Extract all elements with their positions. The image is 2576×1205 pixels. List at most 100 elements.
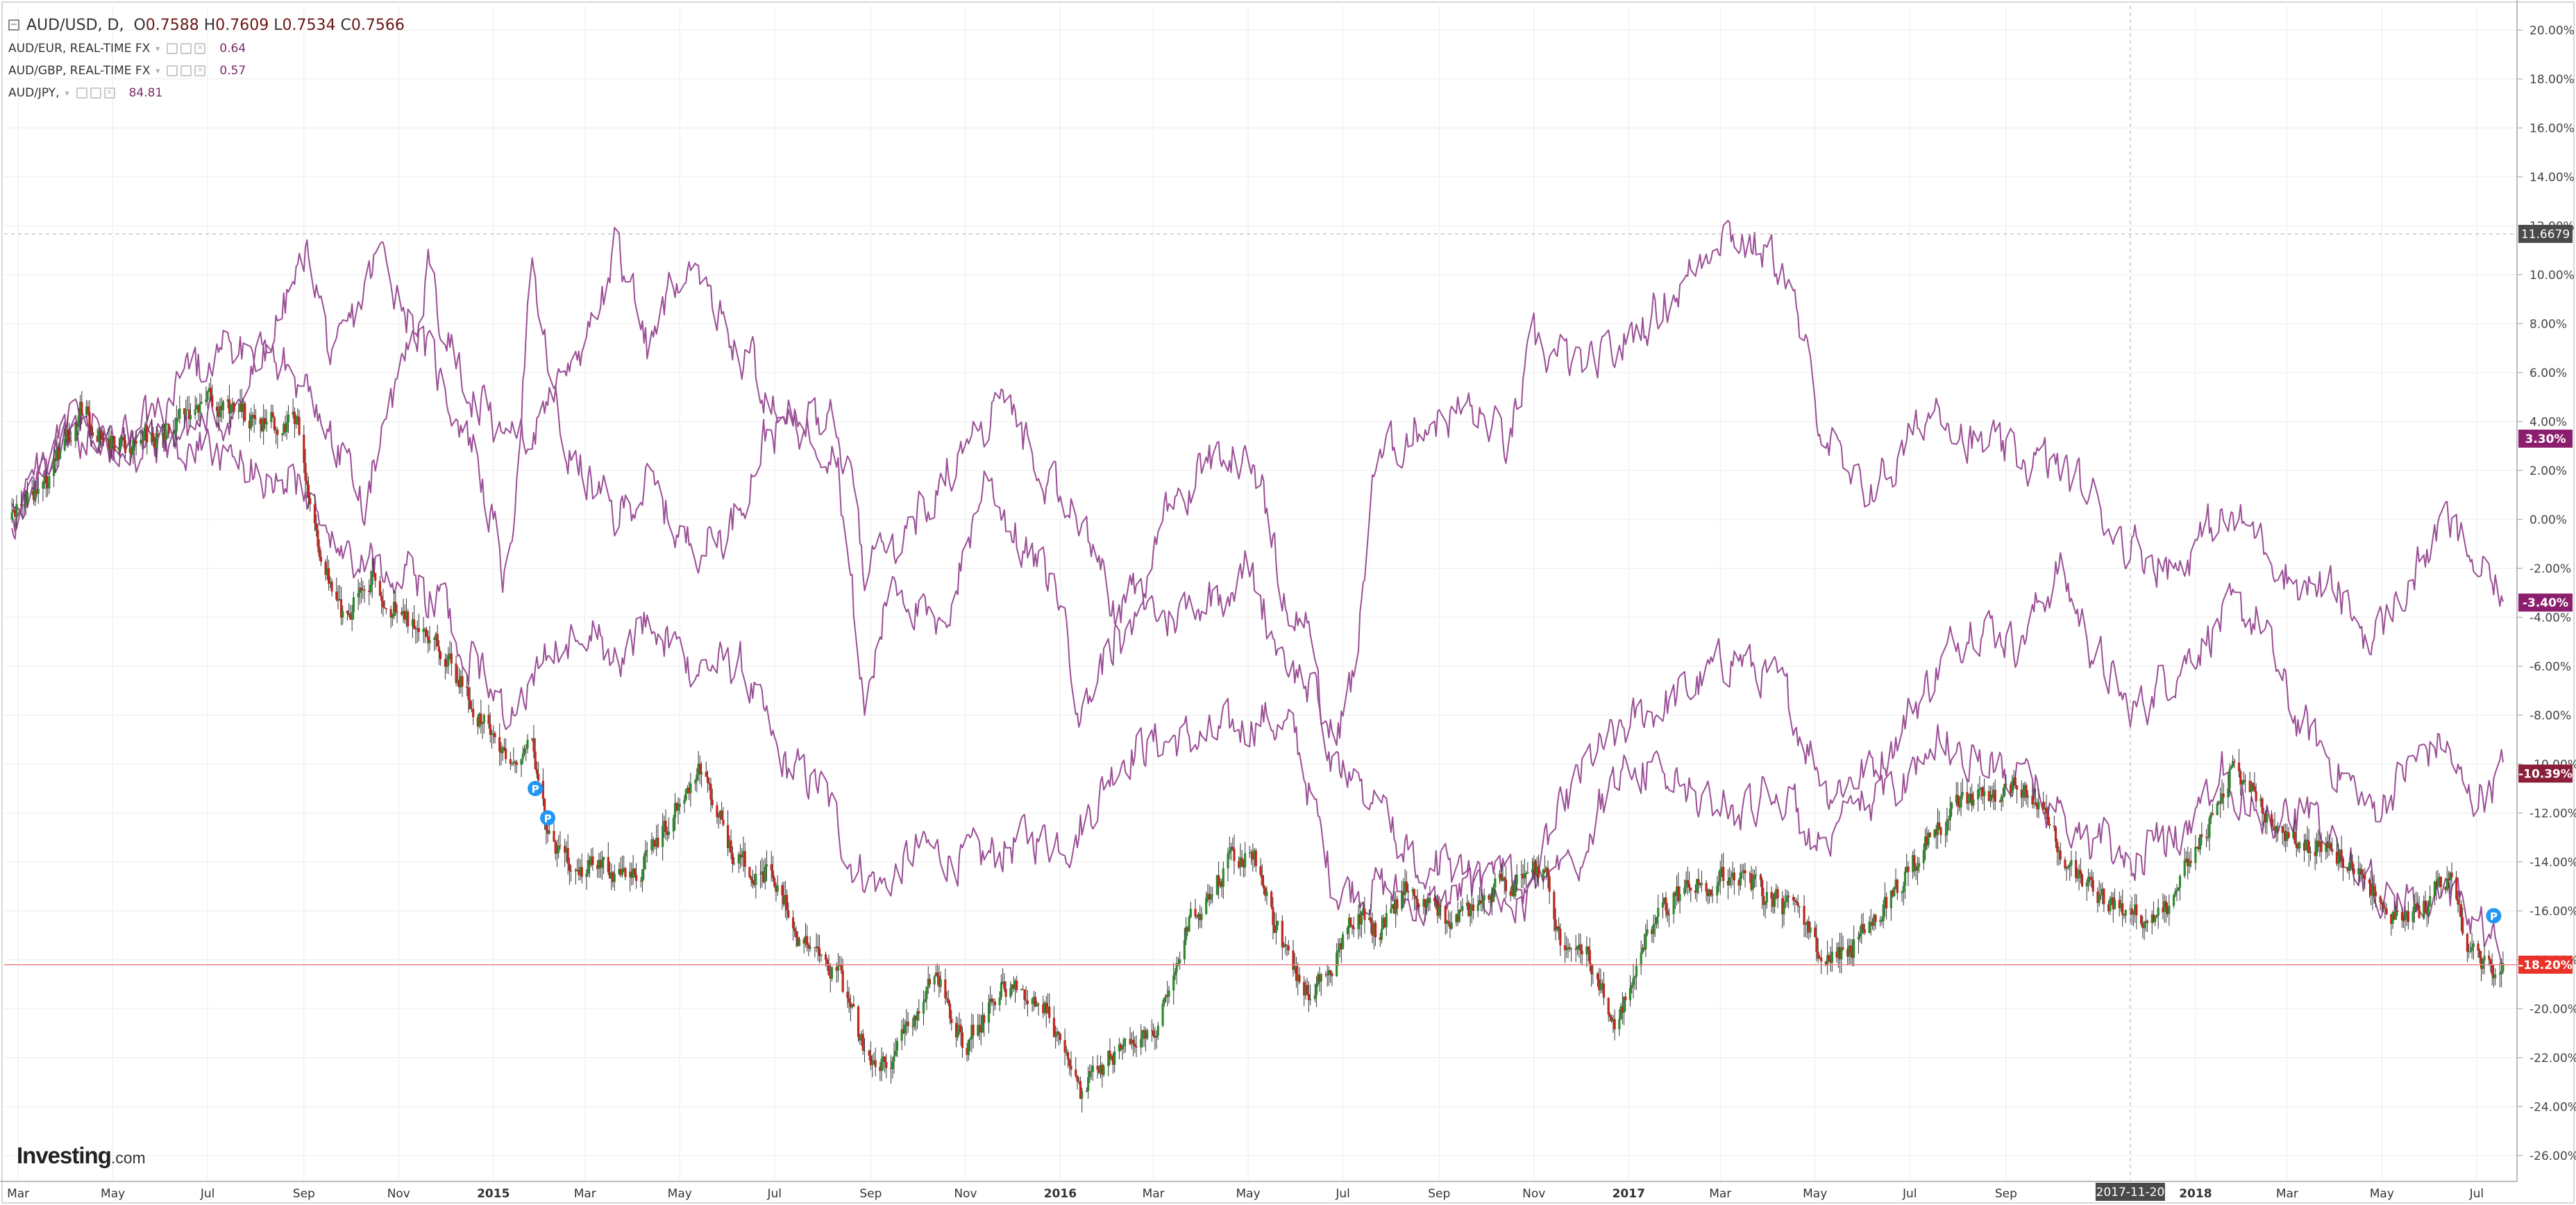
chevron-down-icon[interactable]: ▾ [65,88,69,98]
candle-body [1761,879,1764,897]
visibility-icon[interactable] [167,43,178,54]
y-tick-label: -24.00% [2529,1100,2576,1114]
candle-body [1004,988,1007,997]
candle-body [1685,879,1687,888]
settings-icon[interactable] [90,87,101,99]
candle-body [2098,894,2101,903]
event-marker-icon[interactable] [528,781,544,796]
candle-body [1144,1032,1147,1039]
candle-body [1969,793,1972,795]
candle-body [2393,912,2396,920]
candle-body [2306,839,2309,841]
event-marker-icon[interactable] [540,810,556,826]
candle-body [2292,832,2295,839]
candle-body [1509,891,1512,896]
candle-body [1175,963,1178,972]
close-icon[interactable]: ✕ [194,65,206,76]
candle-body [1011,984,1013,988]
candle-body [65,429,68,439]
candle-body [688,787,691,794]
compare-line-aud-eur[interactable] [11,219,2504,746]
legend: − AUD/USD, D, O0.7588 H0.7609 L0.7534 C0… [8,12,405,104]
visibility-icon[interactable] [76,87,87,99]
candle-body [891,1061,894,1070]
candle-body [1259,866,1262,875]
candle-body [1936,822,1939,836]
candle-body [1090,1071,1093,1072]
candle-body [787,910,790,918]
candle-body [826,959,829,966]
candle-body [512,761,515,764]
candle-body [1946,819,1948,835]
compare-symbol[interactable]: AUD/GBP, REAL-TIME FX [8,64,151,78]
candle-body [1262,884,1265,888]
candle-body [417,627,420,632]
candle-body [1146,1030,1149,1039]
last-value-label: -3.40% [2523,596,2568,610]
candle-body [63,439,66,450]
candle-body [1939,827,1942,836]
candle-body [1829,961,1832,963]
candle-body [122,437,125,441]
chevron-down-icon[interactable]: ▾ [155,44,160,53]
y-tick-label: 0.00% [2529,513,2567,527]
compare-line-aud-gbp[interactable] [11,398,2504,927]
collapse-legend-icon[interactable]: − [8,19,19,31]
candle-body [588,860,591,866]
candle-body [1665,898,1667,911]
candle-body [1655,917,1658,924]
candle-body [1828,955,1830,961]
candle-body [2362,874,2365,875]
candle-body [411,619,414,627]
candle-body [2498,973,2501,975]
candle-body [835,967,838,971]
x-tick-label: May [668,1187,692,1201]
candle-body [2411,911,2414,922]
candle-body [107,438,110,442]
candle-body [718,810,722,818]
candle-body [1798,906,1801,907]
candle-body [490,734,494,735]
close-icon[interactable]: ✕ [194,43,206,54]
candle-body [244,403,246,421]
last-value-badge [2518,593,2573,612]
candle-body [1916,866,1919,871]
candle-body [532,738,535,752]
candle-body [2233,761,2236,763]
compare-line-aud-jpy[interactable] [11,226,2504,966]
candle-body [1304,984,1307,995]
candle-body [1449,922,1451,929]
compare-symbol[interactable]: AUD/EUR, REAL-TIME FX [8,42,151,56]
candle-body [717,817,720,818]
candle-body [947,999,950,1004]
candle-body [1277,920,1279,925]
candle-body [1264,888,1267,896]
candle-body [1174,971,1177,976]
candle-body [520,759,523,765]
candle-body [977,1025,979,1036]
candle-body [2281,826,2284,833]
settings-icon[interactable] [180,65,192,76]
main-symbol[interactable]: AUD/USD, D, [26,16,124,34]
candle-body [1504,879,1508,891]
visibility-icon[interactable] [167,65,178,76]
candle-body [770,864,773,871]
candle-body [1733,873,1735,881]
candle-body [861,1034,864,1051]
compare-symbol[interactable]: AUD/JPY, [8,86,60,100]
close-icon[interactable]: ✕ [103,87,115,99]
chevron-down-icon[interactable]: ▾ [155,66,160,76]
settings-icon[interactable] [180,43,192,54]
candle-body [673,802,677,818]
candle-body [2307,841,2310,853]
candle-body [2483,955,2486,961]
candle-body [135,441,137,444]
candle-body [1851,953,1854,958]
candle-body [1737,880,1740,886]
candle-body [1657,907,1660,918]
event-marker-icon[interactable] [2486,908,2502,924]
candle-body [1543,869,1547,872]
candle-body [1306,984,1308,995]
candle-body [2025,784,2028,798]
